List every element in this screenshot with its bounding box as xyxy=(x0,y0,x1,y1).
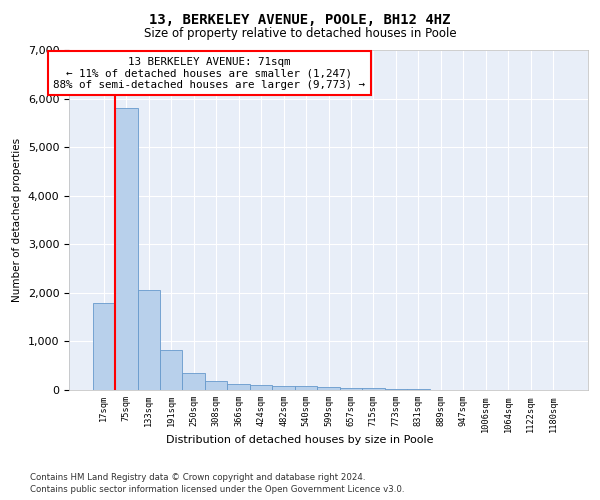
Bar xyxy=(137,290,160,390)
Bar xyxy=(362,388,385,390)
Text: Contains public sector information licensed under the Open Government Licence v3: Contains public sector information licen… xyxy=(30,485,404,494)
Bar xyxy=(205,381,227,390)
Bar xyxy=(385,389,407,390)
Y-axis label: Number of detached properties: Number of detached properties xyxy=(12,138,22,302)
Bar xyxy=(227,384,250,390)
Text: Size of property relative to detached houses in Poole: Size of property relative to detached ho… xyxy=(143,28,457,40)
Bar xyxy=(160,350,182,390)
Text: 13, BERKELEY AVENUE, POOLE, BH12 4HZ: 13, BERKELEY AVENUE, POOLE, BH12 4HZ xyxy=(149,12,451,26)
Bar xyxy=(295,386,317,390)
Bar xyxy=(182,374,205,390)
Text: Distribution of detached houses by size in Poole: Distribution of detached houses by size … xyxy=(166,435,434,445)
Bar xyxy=(92,302,115,390)
Bar xyxy=(340,388,362,390)
Bar xyxy=(250,385,272,390)
Bar xyxy=(272,386,295,390)
Text: 13 BERKELEY AVENUE: 71sqm
← 11% of detached houses are smaller (1,247)
88% of se: 13 BERKELEY AVENUE: 71sqm ← 11% of detac… xyxy=(53,57,365,90)
Bar xyxy=(115,108,137,390)
Text: Contains HM Land Registry data © Crown copyright and database right 2024.: Contains HM Land Registry data © Crown c… xyxy=(30,472,365,482)
Bar xyxy=(317,388,340,390)
